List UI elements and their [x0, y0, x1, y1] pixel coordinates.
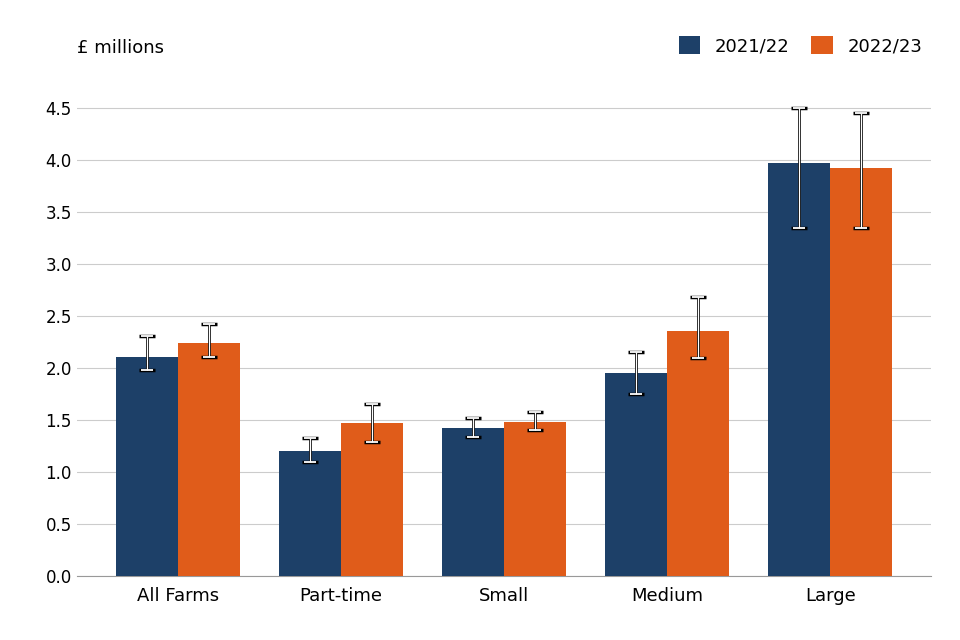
Bar: [178, 343, 240, 576]
Bar: [341, 423, 403, 576]
Bar: [667, 330, 730, 576]
Bar: [504, 422, 566, 576]
Text: £ millions: £ millions: [77, 39, 164, 57]
Bar: [115, 356, 178, 576]
Bar: [830, 168, 893, 576]
Legend: 2021/22, 2022/23: 2021/22, 2022/23: [679, 36, 923, 55]
Bar: [442, 428, 504, 576]
Bar: [605, 373, 667, 576]
Bar: [278, 451, 341, 576]
Bar: [768, 163, 830, 576]
